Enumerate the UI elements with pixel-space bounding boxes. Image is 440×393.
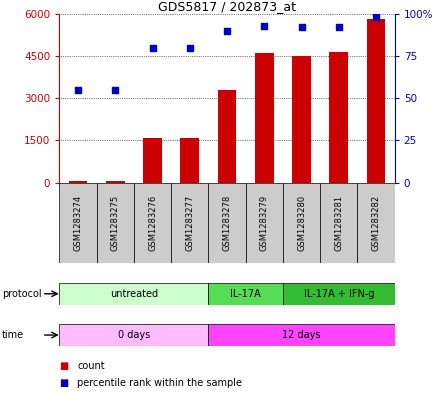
Bar bbox=[330, 52, 348, 183]
Bar bbox=[218, 90, 236, 183]
Text: protocol: protocol bbox=[2, 289, 42, 299]
Bar bbox=[283, 183, 320, 263]
Text: untreated: untreated bbox=[110, 289, 158, 299]
Text: 12 days: 12 days bbox=[282, 330, 321, 340]
Point bbox=[298, 24, 305, 30]
Bar bbox=[209, 183, 246, 263]
Point bbox=[149, 44, 156, 51]
Bar bbox=[59, 324, 209, 346]
Bar bbox=[320, 183, 357, 263]
Bar bbox=[357, 183, 395, 263]
Text: time: time bbox=[2, 330, 24, 340]
Text: GSM1283282: GSM1283282 bbox=[371, 195, 381, 251]
Text: IL-17A: IL-17A bbox=[230, 289, 261, 299]
Text: GSM1283279: GSM1283279 bbox=[260, 195, 269, 251]
Point bbox=[224, 28, 231, 34]
Bar bbox=[69, 181, 88, 183]
Bar bbox=[59, 283, 209, 305]
Point bbox=[335, 24, 342, 30]
Bar bbox=[367, 19, 385, 183]
Text: 0 days: 0 days bbox=[118, 330, 150, 340]
Bar bbox=[209, 283, 283, 305]
Bar bbox=[209, 324, 395, 346]
Bar bbox=[106, 181, 125, 183]
Text: GSM1283275: GSM1283275 bbox=[111, 195, 120, 251]
Text: GSM1283280: GSM1283280 bbox=[297, 195, 306, 251]
Point bbox=[373, 14, 380, 20]
Bar bbox=[171, 183, 209, 263]
Text: percentile rank within the sample: percentile rank within the sample bbox=[77, 378, 242, 388]
Text: GSM1283281: GSM1283281 bbox=[334, 195, 343, 251]
Bar bbox=[283, 283, 395, 305]
Text: IL-17A + IFN-g: IL-17A + IFN-g bbox=[304, 289, 374, 299]
Text: count: count bbox=[77, 361, 105, 371]
Point bbox=[112, 86, 119, 93]
Bar bbox=[180, 138, 199, 183]
Bar bbox=[134, 183, 171, 263]
Bar bbox=[143, 138, 162, 183]
Title: GDS5817 / 202873_at: GDS5817 / 202873_at bbox=[158, 0, 296, 13]
Text: GSM1283274: GSM1283274 bbox=[73, 195, 83, 251]
Text: GSM1283276: GSM1283276 bbox=[148, 195, 157, 251]
Point bbox=[261, 22, 268, 29]
Bar bbox=[292, 56, 311, 183]
Text: ■: ■ bbox=[59, 361, 69, 371]
Bar bbox=[246, 183, 283, 263]
Point bbox=[74, 86, 81, 93]
Text: ■: ■ bbox=[59, 378, 69, 388]
Bar bbox=[255, 53, 274, 183]
Point bbox=[186, 44, 193, 51]
Text: GSM1283278: GSM1283278 bbox=[223, 195, 231, 251]
Bar bbox=[97, 183, 134, 263]
Bar bbox=[59, 183, 97, 263]
Text: GSM1283277: GSM1283277 bbox=[185, 195, 194, 251]
